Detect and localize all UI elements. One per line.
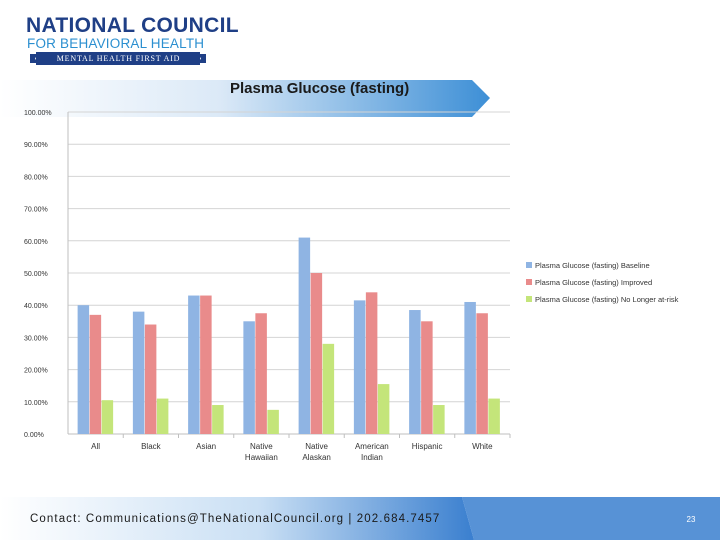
legend-swatch [526, 262, 532, 268]
bar [365, 292, 378, 434]
x-tick-label: Black [141, 442, 162, 451]
bar [488, 398, 500, 434]
x-tick-label: Native [250, 442, 273, 451]
legend-label: Plasma Glucose (fasting) Baseline [535, 261, 650, 270]
bar [212, 405, 224, 434]
logo-ribbon [30, 52, 206, 65]
x-tick-label: White [472, 442, 493, 451]
bar [322, 343, 335, 434]
x-tick-label: Hawaiian [245, 453, 278, 462]
logo-org-name: NATIONAL COUNCIL [26, 14, 239, 37]
y-tick-label: 20.00% [24, 368, 48, 375]
bar [298, 237, 311, 434]
legend-swatch [526, 296, 532, 302]
bar [464, 301, 476, 434]
x-tick-label: Hispanic [412, 442, 443, 451]
y-tick-label: 80.00% [24, 174, 48, 181]
y-tick-label: 30.00% [24, 335, 48, 342]
y-tick-label: 50.00% [24, 271, 48, 278]
bar [243, 321, 255, 434]
chart-title: Plasma Glucose (fasting) [230, 80, 410, 97]
bar [476, 313, 488, 434]
legend-label: Plasma Glucose (fasting) No Longer at-ri… [535, 295, 679, 304]
bar [101, 400, 114, 434]
logo-org-subtitle: FOR BEHAVIORAL HEALTH [27, 36, 205, 51]
bar [156, 398, 169, 434]
y-tick-label: 60.00% [24, 239, 48, 246]
legend-label: Plasma Glucose (fasting) Improved [535, 278, 652, 287]
x-tick-label: American [355, 442, 389, 451]
logo-program-name: MENTAL HEALTH FIRST AID [56, 54, 181, 63]
bar [144, 324, 157, 434]
bar [377, 384, 390, 434]
title-band [0, 80, 490, 117]
x-tick-label: All [91, 442, 100, 451]
bar [353, 300, 366, 434]
bar [267, 409, 279, 434]
y-tick-label: 70.00% [24, 207, 48, 214]
bar [132, 311, 145, 434]
x-tick-label: Alaskan [302, 453, 330, 462]
bar [77, 305, 90, 434]
footer-contact: Contact: Communications@TheNationalCounc… [30, 513, 441, 525]
y-tick-label: 10.00% [24, 400, 48, 407]
footer-band [0, 497, 720, 540]
bar [255, 313, 267, 434]
y-tick-label: 0.00% [24, 432, 44, 439]
legend-swatch [526, 279, 532, 285]
bar [310, 273, 323, 434]
x-tick-label: Native [305, 442, 328, 451]
y-tick-label: 90.00% [24, 142, 48, 149]
bar [188, 295, 200, 434]
bar [421, 321, 433, 434]
page-number: 23 [686, 515, 696, 524]
x-tick-label: Asian [196, 442, 216, 451]
national-council-logo: NATIONAL COUNCIL FOR BEHAVIORAL HEALTH M… [26, 14, 239, 66]
bar-chart: 0.00% 10.00% 20.00% 30.00% 40.00% 50.00% 60.00… [24, 110, 679, 462]
bar [409, 310, 421, 434]
bar [89, 314, 102, 434]
x-tick-label: Indian [361, 453, 383, 462]
bar [200, 295, 212, 434]
y-tick-label: 100.00% [24, 110, 52, 117]
bar [433, 405, 445, 434]
y-tick-label: 40.00% [24, 303, 48, 310]
